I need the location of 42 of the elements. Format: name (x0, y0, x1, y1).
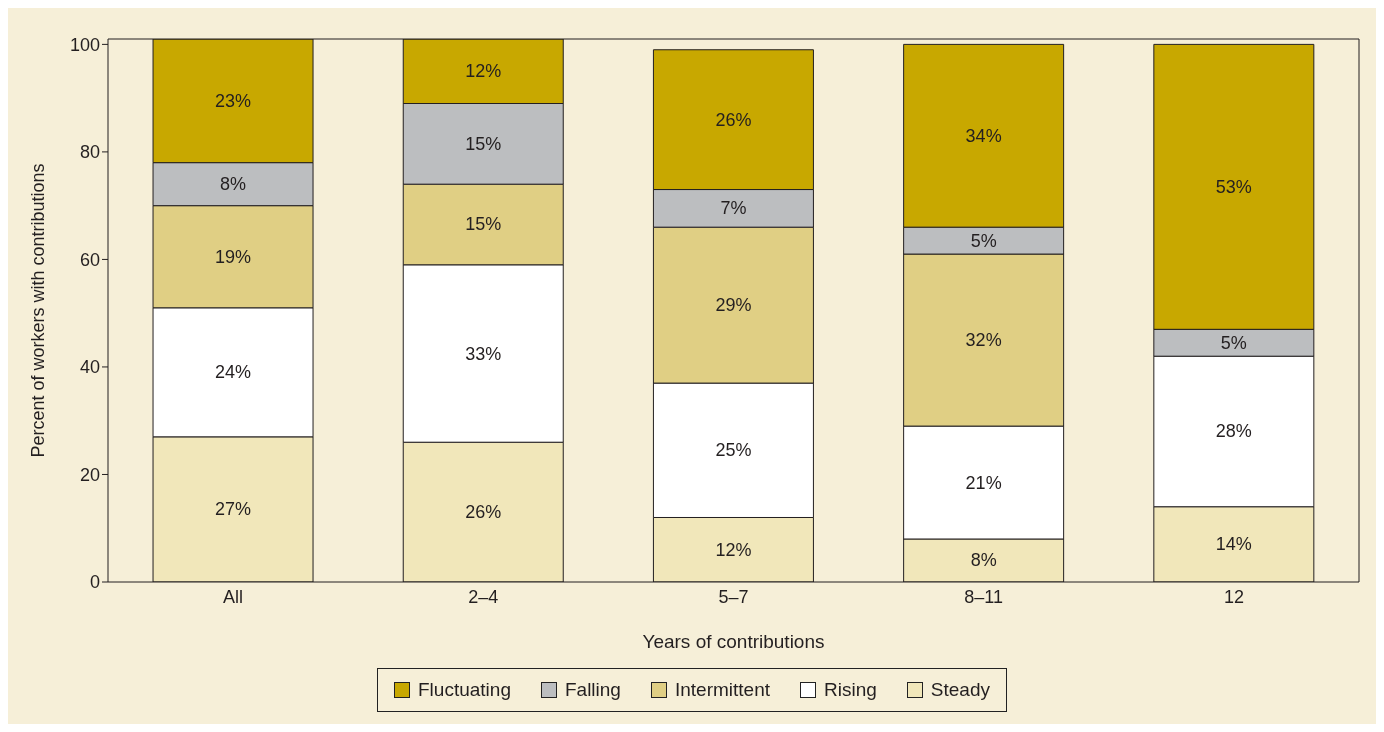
data-label: 23% (215, 90, 252, 111)
x-tick-label: 5–7 (718, 586, 749, 607)
data-label: 14% (1215, 534, 1252, 555)
y-tick-label: 80 (79, 142, 100, 163)
data-label: 33% (465, 343, 502, 364)
data-label: 12% (465, 61, 502, 82)
y-tick-label: 60 (79, 249, 100, 270)
data-label: 21% (965, 472, 1002, 493)
data-label: 53% (1215, 176, 1252, 197)
legend-label: Intermittent (674, 679, 770, 701)
data-label: 25% (715, 440, 752, 461)
data-label: 7% (720, 198, 747, 219)
data-label: 28% (1215, 421, 1252, 442)
data-label: 32% (965, 330, 1002, 351)
data-label: 27% (215, 499, 252, 520)
legend-label: Steady (930, 679, 990, 701)
x-tick-label: All (223, 586, 244, 607)
y-tick-label: 100 (69, 34, 100, 55)
data-label: 19% (215, 246, 252, 267)
data-label: 12% (715, 539, 752, 560)
data-label: 29% (715, 295, 752, 316)
data-label: 15% (465, 214, 502, 235)
legend-label: Fluctuating (418, 679, 511, 701)
data-label: 24% (215, 362, 252, 383)
data-label: 34% (965, 125, 1002, 146)
data-label: 5% (1220, 332, 1247, 353)
x-tick-label: 12 (1223, 586, 1244, 607)
data-label: 5% (970, 230, 997, 251)
y-tick-label: 20 (79, 464, 100, 485)
x-axis-title: Years of contributions (642, 631, 825, 652)
data-label: 15% (465, 133, 502, 154)
legend-label: Falling (564, 679, 621, 701)
x-tick-label: 8–11 (964, 586, 1004, 607)
y-axis-title: Percent of workers with contributions (28, 163, 49, 458)
data-label: 26% (715, 109, 752, 130)
data-label: 26% (465, 502, 502, 523)
data-label: 8% (220, 174, 247, 195)
x-tick-label: 2–4 (468, 586, 499, 607)
y-tick-label: 0 (89, 572, 100, 593)
legend-label: Rising (824, 679, 877, 701)
y-tick-label: 40 (79, 357, 100, 378)
data-label: 8% (970, 550, 997, 571)
